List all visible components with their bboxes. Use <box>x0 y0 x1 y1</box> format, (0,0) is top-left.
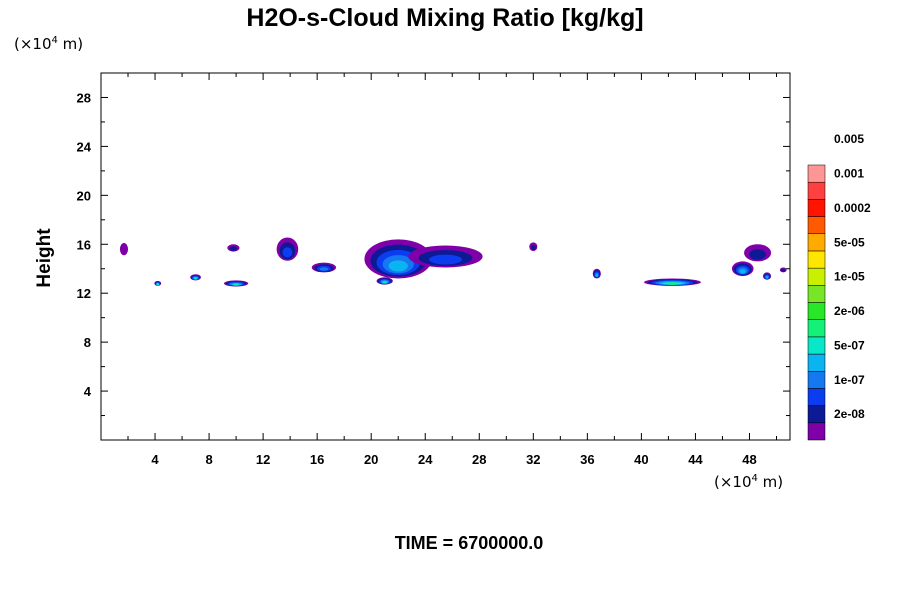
y-tick-label: 4 <box>84 384 92 399</box>
cloud-contour <box>388 260 408 272</box>
x-tick-label: 16 <box>310 452 324 467</box>
cloud-region <box>154 280 162 286</box>
cloud-contour <box>781 268 786 272</box>
colorbar-swatch <box>807 405 826 424</box>
cloud-contour <box>382 281 387 284</box>
cloud-region <box>592 268 601 279</box>
cloud-contour <box>233 283 240 286</box>
colorbar-swatch <box>807 353 826 372</box>
cloud-contour <box>595 273 599 277</box>
colorbar-label: 5e-07 <box>834 338 865 352</box>
cloud-contour <box>428 254 463 265</box>
colorbar-label: 0.005 <box>834 132 864 146</box>
colorbar-swatch <box>807 164 826 183</box>
chart-title: H2O-s-Cloud Mixing Ratio [kg/kg] <box>246 4 643 32</box>
y-unit-label: (×104 m) <box>14 35 83 53</box>
colorbar-swatch <box>807 422 826 441</box>
x-tick-label: 36 <box>580 452 594 467</box>
y-axis-label: Height <box>34 228 55 288</box>
colorbar-label: 2e-08 <box>834 407 865 421</box>
cloud-region <box>223 280 249 287</box>
y-tick-label: 16 <box>77 237 91 252</box>
colorbar-swatch <box>807 181 826 200</box>
colorbar-swatch <box>807 302 826 320</box>
cloud-contour <box>765 276 769 279</box>
x-tick-label: 40 <box>634 452 648 467</box>
colorbar-label: 2e-06 <box>834 304 865 318</box>
x-tick-label: 48 <box>742 452 756 467</box>
cloud-contour <box>739 269 746 274</box>
cloud-contour <box>156 283 159 286</box>
y-tick-label: 20 <box>77 188 91 203</box>
x-tick-label: 24 <box>418 452 433 467</box>
cloud-contour <box>530 244 536 251</box>
cloud-contour <box>119 243 129 256</box>
colorbar-swatch <box>807 233 826 252</box>
cloud-contour <box>749 249 766 260</box>
colorbar-swatch <box>807 285 826 303</box>
x-tick-label: 12 <box>256 452 270 467</box>
cloud-region <box>744 244 772 262</box>
y-tick-label: 12 <box>77 286 91 301</box>
x-tick-label: 32 <box>526 452 540 467</box>
y-tick-label: 8 <box>84 335 91 350</box>
colorbar-swatch <box>807 250 826 269</box>
cloud-region <box>529 242 538 251</box>
cloud-region <box>376 277 393 285</box>
x-tick-label: 8 <box>205 452 212 467</box>
x-tick-label: 4 <box>151 452 159 467</box>
cloud-region <box>311 262 337 273</box>
y-tick-label: 24 <box>77 139 92 154</box>
cloud-contour <box>319 267 329 271</box>
colorbar-swatch <box>807 267 826 286</box>
x-tick-label: 20 <box>364 452 378 467</box>
cloud-contour <box>194 277 197 280</box>
colorbar-swatch <box>807 388 826 406</box>
cloud-region <box>227 244 240 252</box>
colorbar-swatch <box>807 216 826 234</box>
colorbar-swatch <box>807 319 826 338</box>
cloud-contour <box>666 282 679 285</box>
x-tick-label: 44 <box>688 452 703 467</box>
cloud-contour <box>229 246 238 251</box>
y-tick-label: 28 <box>77 90 91 105</box>
plot-frame <box>100 72 791 441</box>
cloud-contour <box>282 247 293 258</box>
colorbar-label: 1e-07 <box>834 373 865 387</box>
cloud-region <box>190 274 201 281</box>
x-tick-label: 28 <box>472 452 486 467</box>
cloud-region <box>779 267 787 273</box>
colorbar-label: 0.0002 <box>834 201 871 215</box>
cloud-region <box>644 278 701 286</box>
cloud-region <box>119 243 129 256</box>
colorbar-swatch <box>807 371 826 389</box>
colorbar-label: 1e-05 <box>834 270 865 284</box>
colorbar: 2e-08 1e-07 5e-07 2e-06 1e-05 5e-05 0.0002 0.00… <box>807 132 871 441</box>
cloud-region <box>408 245 483 268</box>
x-unit-label: (×104 m) <box>714 473 783 491</box>
colorbar-label: 0.001 <box>834 167 864 181</box>
colorbar-swatch <box>807 336 826 355</box>
colorbar-label: 5e-05 <box>834 235 865 249</box>
time-label: TIME = 6700000.0 <box>395 533 544 553</box>
cloud-region <box>731 261 754 277</box>
cloud-region <box>276 237 299 261</box>
colorbar-swatch <box>807 199 826 217</box>
cloud-region <box>762 272 772 280</box>
